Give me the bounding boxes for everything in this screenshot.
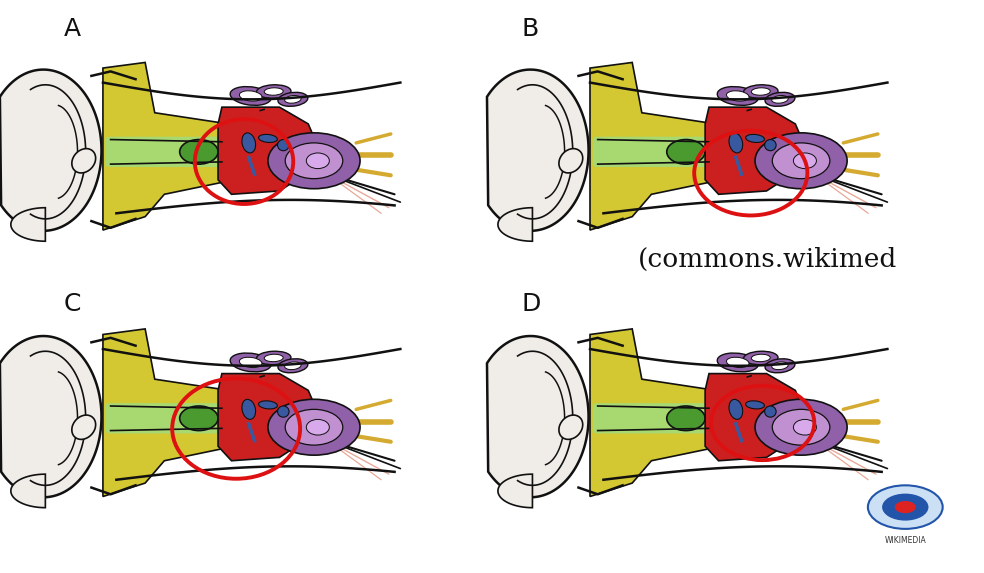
- Ellipse shape: [793, 419, 817, 435]
- Ellipse shape: [729, 399, 743, 419]
- Ellipse shape: [268, 399, 360, 455]
- Ellipse shape: [242, 133, 256, 153]
- Ellipse shape: [793, 153, 817, 168]
- Ellipse shape: [230, 353, 272, 372]
- Ellipse shape: [746, 135, 765, 143]
- Ellipse shape: [257, 85, 291, 98]
- Ellipse shape: [667, 406, 706, 430]
- Text: D: D: [522, 292, 541, 316]
- Ellipse shape: [284, 362, 301, 370]
- Ellipse shape: [277, 359, 308, 373]
- Polygon shape: [11, 208, 45, 241]
- Ellipse shape: [765, 359, 795, 373]
- Ellipse shape: [772, 409, 830, 445]
- Polygon shape: [0, 69, 101, 231]
- Ellipse shape: [726, 357, 749, 368]
- Text: B: B: [522, 17, 539, 41]
- Circle shape: [894, 501, 916, 513]
- FancyBboxPatch shape: [592, 137, 710, 167]
- Polygon shape: [590, 329, 738, 496]
- Ellipse shape: [180, 140, 218, 164]
- FancyBboxPatch shape: [592, 403, 710, 433]
- Ellipse shape: [772, 143, 830, 179]
- Ellipse shape: [257, 351, 291, 364]
- Ellipse shape: [285, 143, 342, 179]
- Polygon shape: [11, 474, 45, 508]
- Ellipse shape: [265, 354, 283, 362]
- Ellipse shape: [755, 399, 847, 455]
- Ellipse shape: [72, 148, 95, 173]
- Ellipse shape: [755, 133, 847, 189]
- Ellipse shape: [771, 362, 788, 370]
- Ellipse shape: [306, 419, 330, 435]
- Polygon shape: [498, 474, 532, 508]
- Polygon shape: [706, 374, 805, 461]
- Ellipse shape: [752, 354, 770, 362]
- Ellipse shape: [746, 401, 765, 409]
- Ellipse shape: [265, 88, 283, 95]
- Ellipse shape: [72, 415, 95, 439]
- Polygon shape: [487, 336, 588, 497]
- Ellipse shape: [559, 148, 583, 173]
- Ellipse shape: [765, 406, 776, 417]
- Polygon shape: [590, 62, 738, 230]
- FancyBboxPatch shape: [105, 137, 223, 167]
- Ellipse shape: [306, 153, 330, 168]
- Ellipse shape: [277, 406, 289, 417]
- Polygon shape: [706, 107, 805, 194]
- Ellipse shape: [239, 91, 262, 101]
- Polygon shape: [498, 208, 532, 241]
- Ellipse shape: [765, 140, 776, 151]
- Ellipse shape: [717, 87, 759, 105]
- Ellipse shape: [717, 353, 759, 372]
- Text: (commons.wikimed: (commons.wikimed: [638, 246, 896, 272]
- Ellipse shape: [230, 87, 272, 105]
- Ellipse shape: [277, 92, 308, 107]
- Circle shape: [882, 493, 929, 521]
- Ellipse shape: [744, 351, 778, 364]
- Ellipse shape: [729, 133, 743, 153]
- Ellipse shape: [765, 92, 795, 107]
- Circle shape: [868, 485, 943, 529]
- Ellipse shape: [726, 91, 749, 101]
- Polygon shape: [218, 374, 318, 461]
- Ellipse shape: [242, 399, 256, 419]
- Polygon shape: [487, 69, 588, 231]
- Ellipse shape: [239, 357, 262, 368]
- Text: WIKIMEDIA: WIKIMEDIA: [885, 536, 926, 545]
- Polygon shape: [103, 62, 251, 230]
- Ellipse shape: [771, 96, 788, 103]
- Ellipse shape: [259, 401, 277, 409]
- Polygon shape: [218, 107, 318, 194]
- Ellipse shape: [180, 406, 218, 430]
- Ellipse shape: [259, 135, 277, 143]
- Ellipse shape: [667, 140, 706, 164]
- Ellipse shape: [285, 409, 342, 445]
- Ellipse shape: [277, 140, 289, 151]
- Ellipse shape: [752, 88, 770, 95]
- Ellipse shape: [268, 133, 360, 189]
- Text: C: C: [64, 292, 82, 316]
- Polygon shape: [0, 336, 101, 497]
- Ellipse shape: [284, 96, 301, 103]
- Text: A: A: [64, 17, 81, 41]
- Polygon shape: [103, 329, 251, 496]
- Ellipse shape: [559, 415, 583, 439]
- FancyBboxPatch shape: [105, 403, 223, 433]
- Ellipse shape: [744, 85, 778, 98]
